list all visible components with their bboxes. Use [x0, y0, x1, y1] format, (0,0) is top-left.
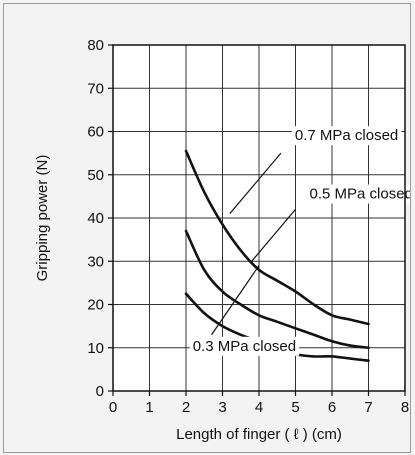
- gripping-power-chart: 0.7 MPa closed 0.5 MPa closed 0.3 MPa clos…: [34, 37, 410, 443]
- y-tick-label-1: 10: [87, 340, 104, 357]
- y-tick-label-4: 40: [87, 210, 104, 227]
- series-leader-1: [251, 208, 296, 262]
- series-labels: 0.7 MPa closed 0.5 MPa closed 0.3 MPa clos…: [189, 126, 410, 356]
- series-label-bg-2: [189, 336, 300, 356]
- series-label-2: 0.3 MPa closed: [193, 338, 296, 355]
- x-tick-label-2: 2: [182, 399, 190, 416]
- series-leader-2: [211, 265, 260, 336]
- x-tick-label-1: 1: [145, 399, 153, 416]
- series-line-0: [184, 149, 370, 326]
- y-axis-label: Gripping power (N): [34, 155, 51, 282]
- y-tick-label-5: 50: [87, 167, 104, 184]
- series-label-bg-1: [306, 184, 410, 204]
- y-tick-label-0: 0: [96, 383, 104, 400]
- x-tick-label-7: 7: [364, 399, 372, 416]
- y-tick-label-7: 70: [87, 80, 104, 97]
- chart-frame: 0.7 MPa closed 0.5 MPa closed 0.3 MPa clos…: [3, 3, 411, 453]
- x-tick-label-4: 4: [255, 399, 263, 416]
- x-tick-label-5: 5: [291, 399, 299, 416]
- x-tick-label-6: 6: [328, 399, 336, 416]
- x-axis-label: Length of finger ( ℓ ) (cm): [176, 426, 342, 443]
- y-tick-label-8: 80: [87, 37, 104, 54]
- series-label-0: 0.7 MPa closed: [295, 127, 398, 144]
- x-tick-label-3: 3: [218, 399, 226, 416]
- series-leader-0: [229, 152, 282, 215]
- series-label-bg-0: [291, 126, 402, 146]
- x-tick-label-8: 8: [401, 399, 409, 416]
- series-label-1: 0.5 MPa closed: [310, 186, 410, 203]
- y-tick-label-2: 20: [87, 297, 104, 314]
- x-tick-label-0: 0: [109, 399, 117, 416]
- y-tick-label-6: 60: [87, 124, 104, 141]
- series-line-1: [184, 229, 370, 350]
- grid: [113, 45, 405, 391]
- y-tick-label-3: 30: [87, 253, 104, 270]
